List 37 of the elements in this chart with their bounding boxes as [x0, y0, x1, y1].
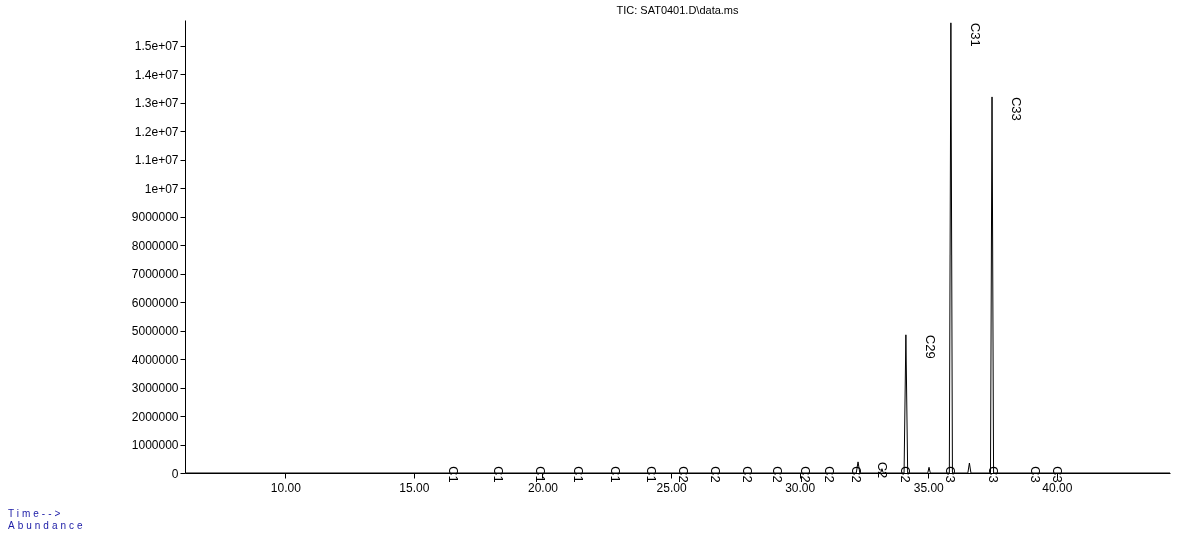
- y-tick-label: 5000000: [131, 324, 179, 339]
- annotation: C31: [967, 22, 983, 47]
- annotation: C3: [943, 466, 959, 483]
- y-tick-label: 1e+07: [144, 181, 179, 196]
- y-tick-label: 4000000: [131, 352, 179, 367]
- annotation: C2: [798, 466, 814, 483]
- y-tick-label: 1.4e+07: [134, 67, 179, 82]
- y-tick-label: 1.3e+07: [134, 96, 179, 111]
- annotation: C29: [922, 334, 938, 359]
- chart-title: TIC: SAT0401.D\data.ms: [616, 4, 740, 16]
- annotation: C2: [676, 466, 692, 483]
- y-tick-label: 7000000: [131, 267, 179, 282]
- y-tick-label: 0: [171, 466, 179, 481]
- annotation: C3: [1027, 466, 1043, 483]
- y-tick-label: 9000000: [131, 210, 179, 225]
- y-tick-label: 3000000: [131, 381, 179, 396]
- y-tick-label: 1.5e+07: [134, 39, 179, 54]
- y-tick-label: 6000000: [131, 295, 179, 310]
- x-tick-label: 35.00: [913, 480, 945, 495]
- y-tick-label: 1.1e+07: [134, 153, 179, 168]
- x-tick-label: 15.00: [399, 480, 430, 495]
- annotation: C2: [708, 466, 724, 483]
- annotation: C2: [898, 466, 914, 483]
- y-tick-label: 2000000: [131, 409, 179, 424]
- y-tick-label: 1000000: [131, 438, 179, 453]
- x-tick-label: 10.00: [270, 480, 302, 495]
- annotation: C3: [1049, 466, 1065, 483]
- y-tick-label: 1.2e+07: [134, 124, 179, 139]
- annotation: C2: [821, 466, 837, 483]
- annotation: C2: [848, 466, 864, 483]
- annotation: C2: [740, 466, 756, 483]
- text: Abundance: [8, 520, 86, 532]
- annotation: C2: [770, 466, 786, 483]
- text: Time-->: [8, 508, 65, 520]
- y-tick-label: 8000000: [131, 238, 179, 253]
- x-tick-label: 20.00: [527, 480, 559, 495]
- annotation: C33: [1009, 96, 1025, 121]
